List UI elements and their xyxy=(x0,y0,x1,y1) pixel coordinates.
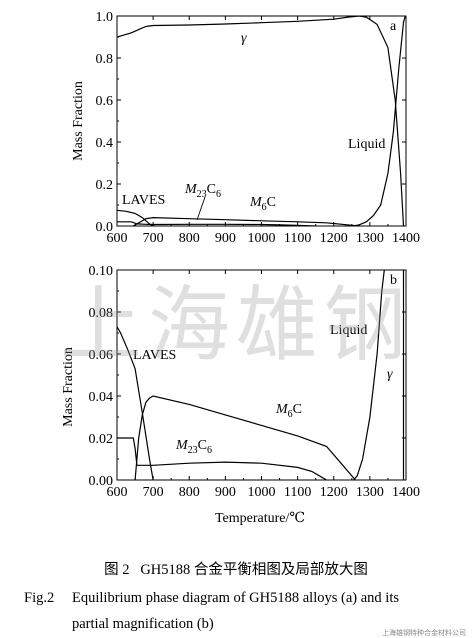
chart-panel-b: 600 700 800 900 1000 1100 1200 1300 1400 0.00 0.02… xyxy=(61,264,420,526)
y-tick-label: 0.10 xyxy=(89,264,114,279)
curve-label-LAVES: LAVES xyxy=(133,348,176,363)
curve-label-LAVES: LAVES xyxy=(122,193,165,208)
plot-frame xyxy=(116,269,407,481)
x-tick-label: 900 xyxy=(215,231,236,246)
series-line-gamma xyxy=(117,16,405,226)
x-tick-label: 1400 xyxy=(392,485,420,500)
y-tick-label: 0.8 xyxy=(96,52,114,67)
y-tick-label: 0.06 xyxy=(89,348,114,363)
x-tick-label: 700 xyxy=(143,231,164,246)
caption-english-line1: Fig.2 Equilibrium phase diagram of GH5188… xyxy=(24,590,472,607)
y-tick-label: 0.04 xyxy=(89,390,114,405)
caption-cn-tag: 图 2 xyxy=(104,562,130,578)
y-tick-label: 1.0 xyxy=(96,10,114,25)
curve-label-Liquid: Liquid xyxy=(330,323,367,338)
caption-en-line2: partial magnification (b) xyxy=(72,616,214,632)
x-tick-label: 1200 xyxy=(320,231,348,246)
series-line-Liquid xyxy=(353,16,406,226)
series-line-LAVES xyxy=(117,326,154,480)
series-line-Liquid xyxy=(353,270,385,480)
x-tick-label: 1400 xyxy=(392,231,420,246)
panel-letter: b xyxy=(390,273,397,288)
series-line-M23C6 xyxy=(117,221,316,226)
y-tick-label: 0.08 xyxy=(89,306,114,321)
x-tick-label: 900 xyxy=(215,485,236,500)
caption-english-line2: partial magnification (b) xyxy=(72,616,472,633)
y-tick-label: 0.00 xyxy=(89,474,114,489)
credit-text: 上海雄钢特种合金材料公司 xyxy=(382,629,466,637)
series-line-M6C xyxy=(134,395,356,480)
y-tick-label: 0.2 xyxy=(96,178,114,193)
leader-line-M23C6 xyxy=(196,196,206,221)
y-tick-label: 0.02 xyxy=(89,432,114,447)
panel-letter: a xyxy=(390,19,397,34)
x-tick-label: 1000 xyxy=(248,485,276,500)
caption-chinese: 图 2 GH5188 合金平衡相图及局部放大图 xyxy=(0,558,472,579)
curve-label-M6C: M6C xyxy=(275,402,302,420)
series-line-M23C6 xyxy=(117,437,327,480)
y-tick-label: 0.4 xyxy=(96,136,114,151)
x-tick-label: 1300 xyxy=(356,485,384,500)
y-axis-title: Mass Fraction xyxy=(61,347,76,427)
caption-en-line1: Equilibrium phase diagram of GH5188 allo… xyxy=(72,590,399,606)
y-axis-title: Mass Fraction xyxy=(71,81,86,161)
curve-label-M23C6: M23C6 xyxy=(175,438,212,456)
x-tick-label: 1200 xyxy=(320,485,348,500)
curve-label-gamma: γ xyxy=(387,367,393,382)
curve-label-M6C: M6C xyxy=(249,195,276,213)
x-tick-label: 1000 xyxy=(248,231,276,246)
chart-panel-a: 600 700 800 900 1000 1100 1200 1300 1400 0.0 0.2 0.… xyxy=(71,10,420,246)
curve-label-Liquid: Liquid xyxy=(348,137,385,152)
curve-label-M23C6: M23C6 xyxy=(184,182,221,200)
caption-cn-text: GH5188 合金平衡相图及局部放大图 xyxy=(140,562,368,578)
x-tick-label: 800 xyxy=(179,485,200,500)
x-axis-title: Temperature/℃ xyxy=(215,511,305,526)
x-tick-label: 600 xyxy=(107,485,128,500)
x-tick-label: 600 xyxy=(107,231,128,246)
caption-en-tag: Fig.2 xyxy=(24,590,55,606)
x-tick-label: 1100 xyxy=(284,231,311,246)
x-tick-label: 800 xyxy=(179,231,200,246)
curve-label-gamma: γ xyxy=(241,31,247,46)
y-tick-label: 0.6 xyxy=(96,94,114,109)
series-line-M6C xyxy=(132,216,360,226)
y-tick-label: 0.0 xyxy=(96,220,114,235)
x-tick-label: 700 xyxy=(143,485,164,500)
x-tick-label: 1100 xyxy=(284,485,311,500)
x-tick-label: 1300 xyxy=(356,231,384,246)
